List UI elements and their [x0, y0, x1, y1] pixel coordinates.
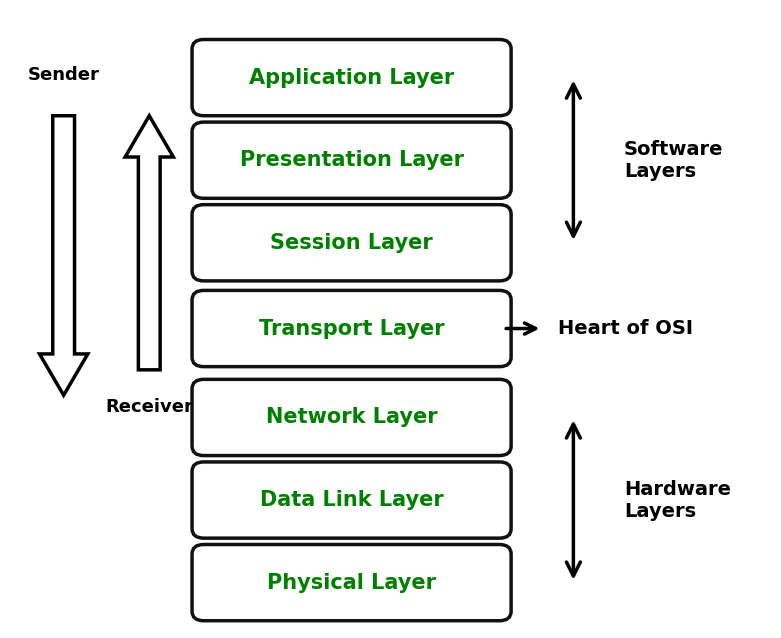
- Text: Data Link Layer: Data Link Layer: [260, 490, 444, 510]
- Text: Presentation Layer: Presentation Layer: [240, 150, 464, 170]
- FancyBboxPatch shape: [192, 380, 511, 456]
- FancyBboxPatch shape: [192, 122, 511, 198]
- FancyBboxPatch shape: [192, 40, 511, 115]
- Text: Heart of OSI: Heart of OSI: [558, 319, 693, 338]
- Text: Software
Layers: Software Layers: [624, 140, 723, 181]
- FancyBboxPatch shape: [192, 544, 511, 621]
- FancyArrow shape: [125, 115, 173, 370]
- Text: Session Layer: Session Layer: [270, 233, 433, 253]
- FancyBboxPatch shape: [192, 462, 511, 538]
- FancyBboxPatch shape: [192, 205, 511, 281]
- Text: Network Layer: Network Layer: [266, 408, 437, 427]
- Text: Receiver: Receiver: [105, 398, 193, 417]
- Text: Application Layer: Application Layer: [249, 68, 455, 87]
- Text: Sender: Sender: [27, 66, 100, 84]
- FancyBboxPatch shape: [192, 290, 511, 367]
- Text: Physical Layer: Physical Layer: [267, 573, 436, 593]
- FancyArrow shape: [40, 115, 87, 395]
- Text: Hardware
Layers: Hardware Layers: [624, 480, 731, 521]
- Text: Transport Layer: Transport Layer: [259, 318, 444, 339]
